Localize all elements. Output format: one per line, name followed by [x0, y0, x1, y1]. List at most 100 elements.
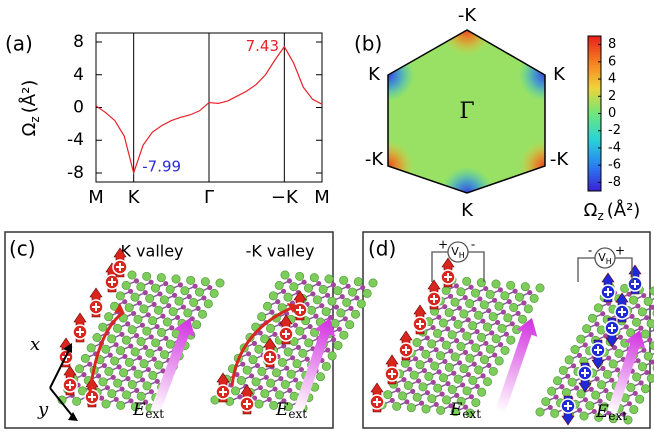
text-part: E: [595, 402, 609, 422]
atom: [249, 355, 257, 363]
atom: [588, 332, 593, 337]
atom: [471, 307, 476, 312]
atom: [641, 385, 649, 393]
atom: [113, 324, 121, 332]
y-tick-label: -4: [67, 130, 84, 150]
atom: [609, 378, 614, 383]
atom: [249, 373, 254, 378]
atom: [122, 299, 127, 304]
atom: [495, 302, 503, 310]
x-tick-label: −K: [271, 187, 299, 208]
atom: [422, 405, 430, 413]
atom: [577, 353, 582, 358]
atom: [583, 342, 588, 347]
atom: [157, 273, 165, 281]
atom: [454, 393, 459, 398]
atom: [527, 290, 532, 295]
text-part: ext: [462, 407, 481, 421]
atom: [148, 280, 153, 285]
colorbar-tick-label: 6: [608, 54, 616, 69]
y-tick-label: 0: [73, 98, 84, 118]
atom: [486, 308, 491, 313]
atom: [328, 297, 336, 305]
atom: [181, 287, 189, 295]
atom: [305, 357, 310, 362]
atom: [480, 301, 488, 309]
panel-label: (a): [5, 32, 33, 56]
atom: [243, 366, 251, 374]
atom: [627, 401, 632, 406]
atom: [281, 380, 289, 388]
atom: [192, 284, 197, 289]
atom: [638, 308, 646, 316]
atom: [351, 310, 359, 318]
atom: [296, 327, 304, 335]
atom: [186, 276, 194, 284]
spin: [370, 383, 384, 412]
atom: [142, 272, 150, 280]
atom: [442, 341, 450, 349]
atom: [137, 283, 145, 291]
atom: [137, 355, 142, 360]
atom: [483, 378, 491, 386]
atom: [72, 397, 80, 405]
text-part: H: [606, 257, 612, 266]
atom: [319, 303, 324, 308]
atom: [472, 362, 477, 367]
atom: [293, 323, 298, 328]
atom: [559, 366, 567, 374]
atom: [172, 275, 180, 283]
atom: [125, 376, 130, 381]
atom: [431, 380, 436, 385]
atom: [457, 342, 465, 350]
atom: [589, 387, 594, 392]
atom: [345, 320, 353, 328]
atom: [509, 303, 517, 311]
atom: [134, 370, 142, 378]
atom: [313, 296, 321, 304]
polarity-sign: -: [471, 238, 475, 252]
atom: [466, 354, 474, 362]
atom: [492, 280, 500, 288]
atom: [574, 385, 579, 390]
axis-name: x: [30, 334, 40, 355]
corner-label: -K: [550, 149, 569, 170]
atom: [477, 296, 482, 301]
atom: [345, 284, 350, 289]
atom: [105, 367, 113, 375]
atom: [278, 358, 286, 366]
atom: [624, 324, 629, 329]
atom: [261, 389, 269, 397]
atom: [416, 378, 421, 383]
atom: [468, 285, 473, 290]
atom: [102, 400, 110, 408]
spin: [385, 355, 399, 384]
atom: [146, 367, 151, 372]
spin: [561, 396, 575, 425]
atom: [178, 282, 183, 287]
atom: [629, 314, 634, 319]
atom: [134, 333, 139, 338]
atom: [398, 392, 406, 400]
atom: [299, 367, 304, 372]
atom: [436, 406, 444, 414]
spin: [591, 340, 605, 369]
atom: [641, 330, 649, 338]
atom: [451, 298, 459, 306]
atom: [231, 387, 239, 395]
atom: [430, 362, 438, 370]
corner-label: -K: [365, 149, 384, 170]
atom: [407, 367, 412, 372]
atom: [257, 312, 265, 320]
atom: [143, 345, 148, 350]
atom: [462, 277, 470, 285]
atom: [272, 369, 280, 377]
x-tick-label: M: [314, 187, 330, 208]
atom: [507, 299, 512, 304]
atom: [198, 310, 206, 318]
atom: [175, 315, 180, 320]
atom: [571, 345, 579, 353]
atom: [122, 281, 130, 289]
atom: [413, 393, 421, 401]
atom: [122, 336, 130, 344]
